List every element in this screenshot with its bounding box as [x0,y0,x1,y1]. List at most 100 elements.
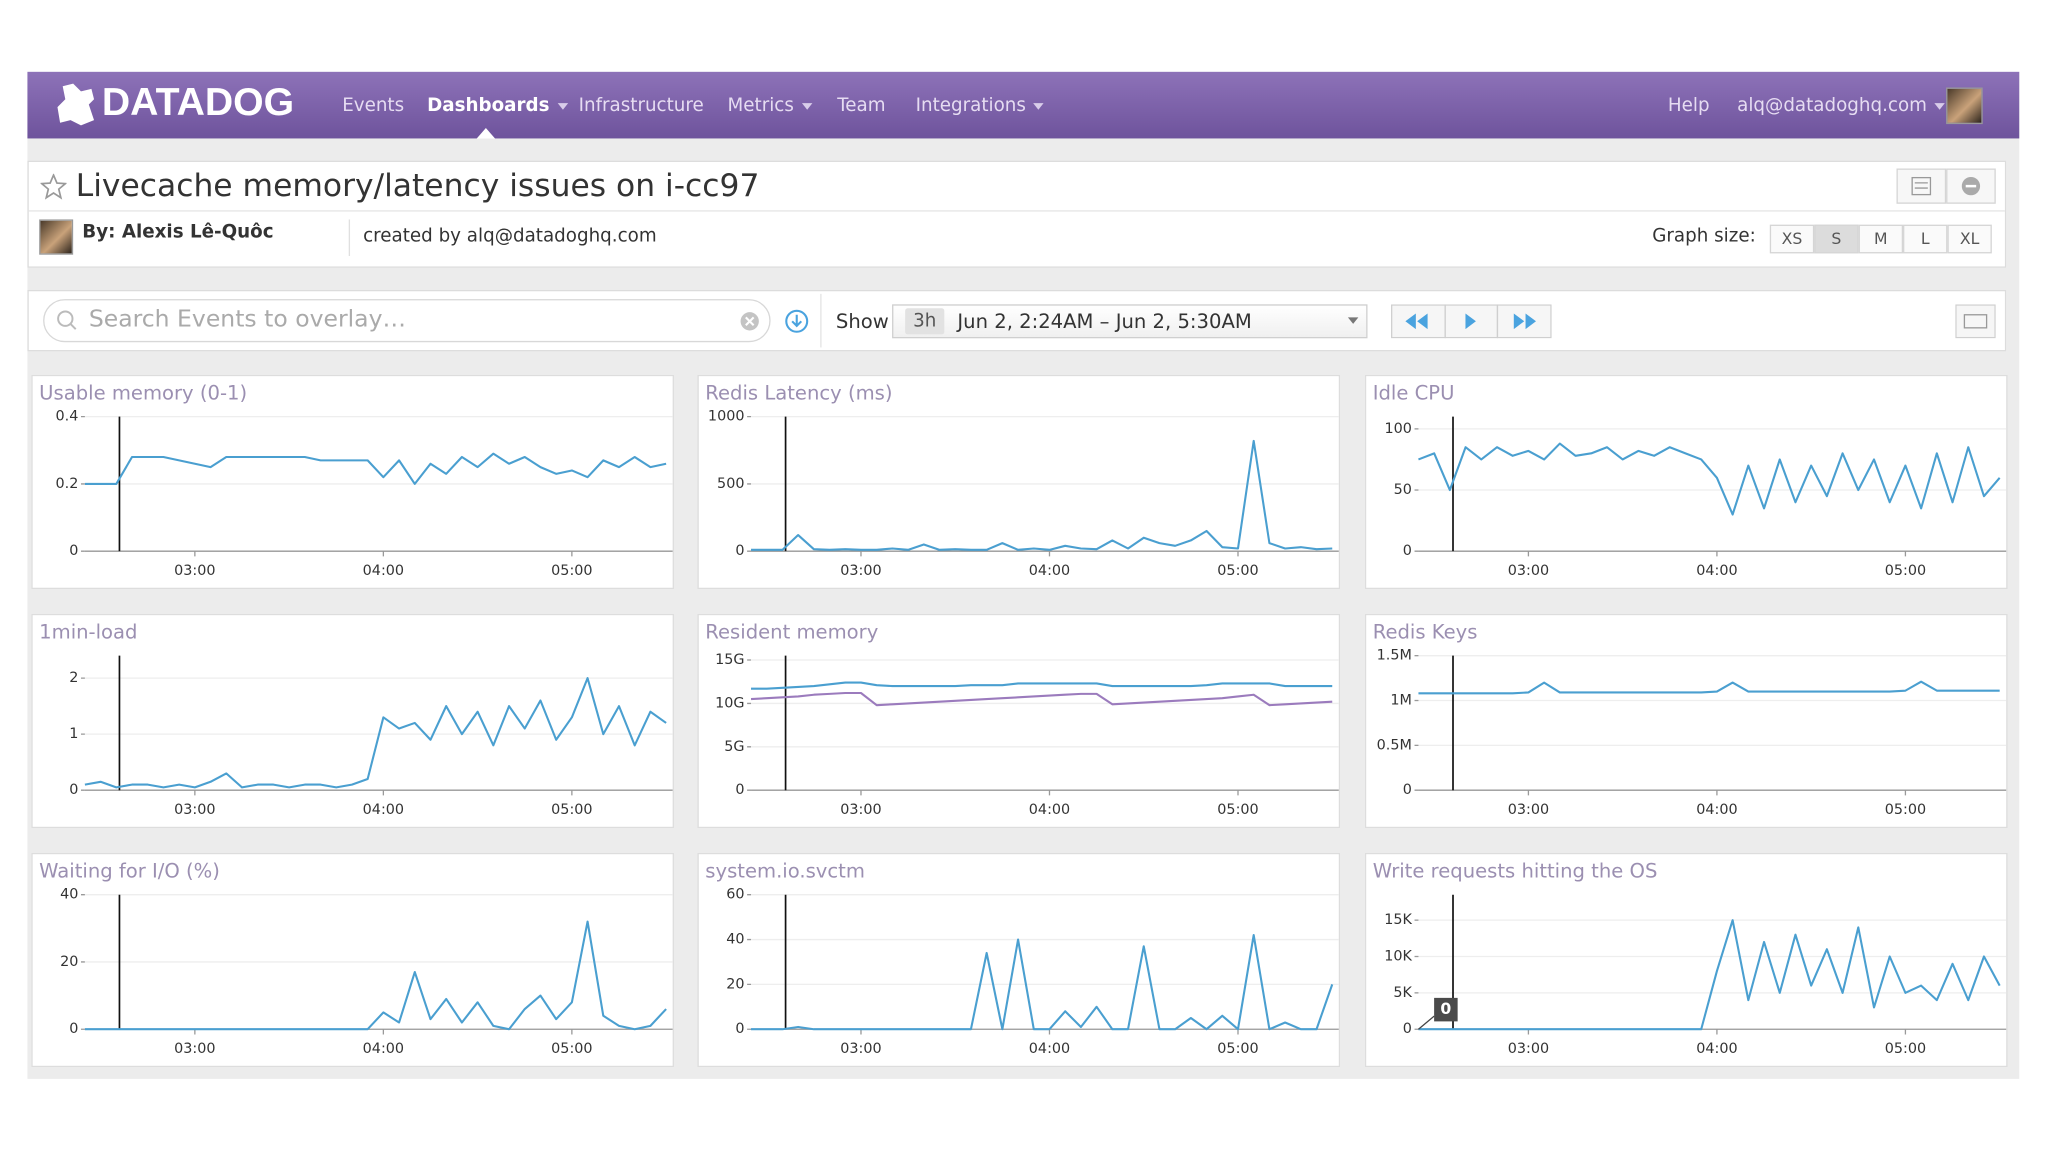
chart-title: Idle CPU [1373,382,1455,405]
help-link[interactable]: Help [1667,95,1710,117]
x-tick-label: 05:00 [551,802,592,818]
nav-item[interactable]: Dashboards [427,95,568,116]
x-tick-label: 04:00 [1029,1041,1070,1057]
series-line [84,920,667,1031]
x-tick-label: 04:00 [363,802,404,818]
chart-panel[interactable]: 1min-load 0 1 2 03:00 04:00 05:00 [31,613,674,829]
x-tick-label: 04:00 [1029,802,1070,818]
icon-shape [1911,176,1932,196]
y-tick-label: 0 [1403,543,1412,559]
y-tick-label: 5K [1393,985,1412,1001]
x-tick-label: 04:00 [1696,563,1737,579]
x-tick-label: 05:00 [1217,563,1258,579]
y-tick-label: 0.2 [56,476,79,492]
timeframe-select[interactable] [892,304,1368,339]
chart: Waiting for I/O (%) 0 20 40 03:00 04:00 05:00 [39,860,673,1057]
icon-shape [745,316,755,326]
chart-title: system.io.svctm [705,860,865,883]
search-placeholder: Search Events to overlay… [88,305,406,334]
annotation-leader [1418,1015,1435,1030]
star-icon[interactable] [40,173,67,200]
divider [820,293,822,348]
x-tick-label: 03:00 [840,802,881,818]
chart-panel[interactable]: Waiting for I/O (%) 0 20 40 03:00 04:00 05:00 [31,852,674,1068]
forward-button[interactable] [1496,304,1552,339]
series-line [1418,680,2000,695]
icon-shape [1963,314,1988,329]
user-avatar[interactable] [1946,87,1983,125]
x-tick-label: 03:00 [840,1041,881,1057]
series-line [750,691,1333,707]
series-line [84,677,667,789]
chart: Resident memory 0 5G 10G 15G 03:00 04:00 05:00 [705,621,1339,818]
series-line [1418,442,2001,516]
chart-title: Waiting for I/O (%) [39,860,220,883]
y-tick-label: 40 [726,932,744,948]
nav-item[interactable]: Team [837,95,886,117]
annotation-badge [1434,997,1458,1022]
chart-panel[interactable]: Usable memory (0-1) 0 0.2 0.4 03:00 04:00 05:0… [31,374,674,590]
timeframe: Jun 2, 2:24AM – Jun 2, 5:30AM [957,309,1252,334]
chart: 1min-load 0 1 2 03:00 04:00 05:00 [39,621,673,818]
y-tick-label: 2 [69,670,78,686]
y-tick-label: 100 [1384,421,1411,437]
logo-icon[interactable] [55,81,99,128]
y-tick-label: 1.5M [1377,648,1412,664]
y-tick-label: 5G [724,739,744,755]
x-tick-label: 05:00 [1885,563,1926,579]
chart-panel[interactable]: system.io.svctm 0 20 40 60 03:00 04:00 05:00 [697,852,1341,1068]
nav-item[interactable]: Events [342,95,405,117]
chart-panel[interactable]: Idle CPU 0 50 100 03:00 04:00 05:00 [1364,374,2008,590]
search-input[interactable] [43,299,771,343]
y-tick-label: 20 [726,976,744,992]
y-tick-label: 0 [69,543,78,559]
size-button[interactable]: S [1814,224,1859,254]
time-nav [1391,304,1552,339]
icon-shape [1513,313,1536,330]
overlay-icon[interactable] [784,308,810,334]
icon-shape [1405,313,1428,330]
x-tick-label: 03:00 [1508,802,1549,818]
range-badge: 3h [905,308,945,335]
chart-panel[interactable]: Write requests hitting the OS 0 5K 10K 15K 03… [1364,852,2008,1068]
chart-title: Usable memory (0-1) [39,382,247,405]
series-line [751,934,1334,1031]
y-tick-label: 50 [1394,482,1412,498]
dashboard-title: Livecache memory/latency issues on i-cc9… [75,167,760,204]
series-line [751,439,1333,551]
nav-item[interactable]: Infrastructure [578,95,704,117]
size-button[interactable]: XL [1947,224,1992,254]
button-frame [1955,304,1996,339]
icon-shape [1465,313,1476,330]
chart: Write requests hitting the OS 0 5K 10K 15K 03… [1373,860,2007,1057]
delete-button[interactable] [1946,168,1996,204]
author-avatar [39,219,74,255]
y-tick-label: 20 [60,954,78,970]
size-button[interactable]: L [1903,224,1948,254]
size-button[interactable]: XS [1769,224,1815,254]
chart-panel[interactable]: Resident memory 0 5G 10G 15G 03:00 04:00 05:00 [697,613,1341,829]
chart-panel[interactable]: Redis Latency (ms) 0 500 1000 03:00 04:00 05:0… [697,374,1341,590]
author: By: Alexis Lê-Quôc [82,222,274,243]
logo[interactable]: DATADOG [101,80,295,125]
y-tick-label: 0 [1403,782,1412,798]
nav-item[interactable]: Metrics [728,95,813,116]
chart-panel[interactable]: Redis Keys 0 0.5M 1M 1.5M 03:00 04:00 05:00 [1364,613,2008,829]
clone-button[interactable] [1896,168,1947,204]
y-tick-label: 15G [715,652,744,668]
y-tick-label: 10K [1384,949,1412,965]
nav-item[interactable]: Integrations [916,95,1045,116]
size-button[interactable]: M [1858,224,1904,254]
user-menu[interactable]: alq@datadoghq.com [1737,95,1945,116]
x-tick-label: 04:00 [1029,563,1070,579]
show-label: Show [835,309,889,334]
clone-icon [1911,176,1932,196]
clear-icon[interactable] [738,310,762,334]
x-tick-label: 05:00 [1217,1041,1258,1057]
keyboard-button[interactable] [1955,304,1996,339]
icon-shape [791,314,803,328]
chart-title: Redis Keys [1373,621,1478,644]
delete-icon [1961,176,1981,196]
x-tick-label: 05:00 [1885,802,1926,818]
